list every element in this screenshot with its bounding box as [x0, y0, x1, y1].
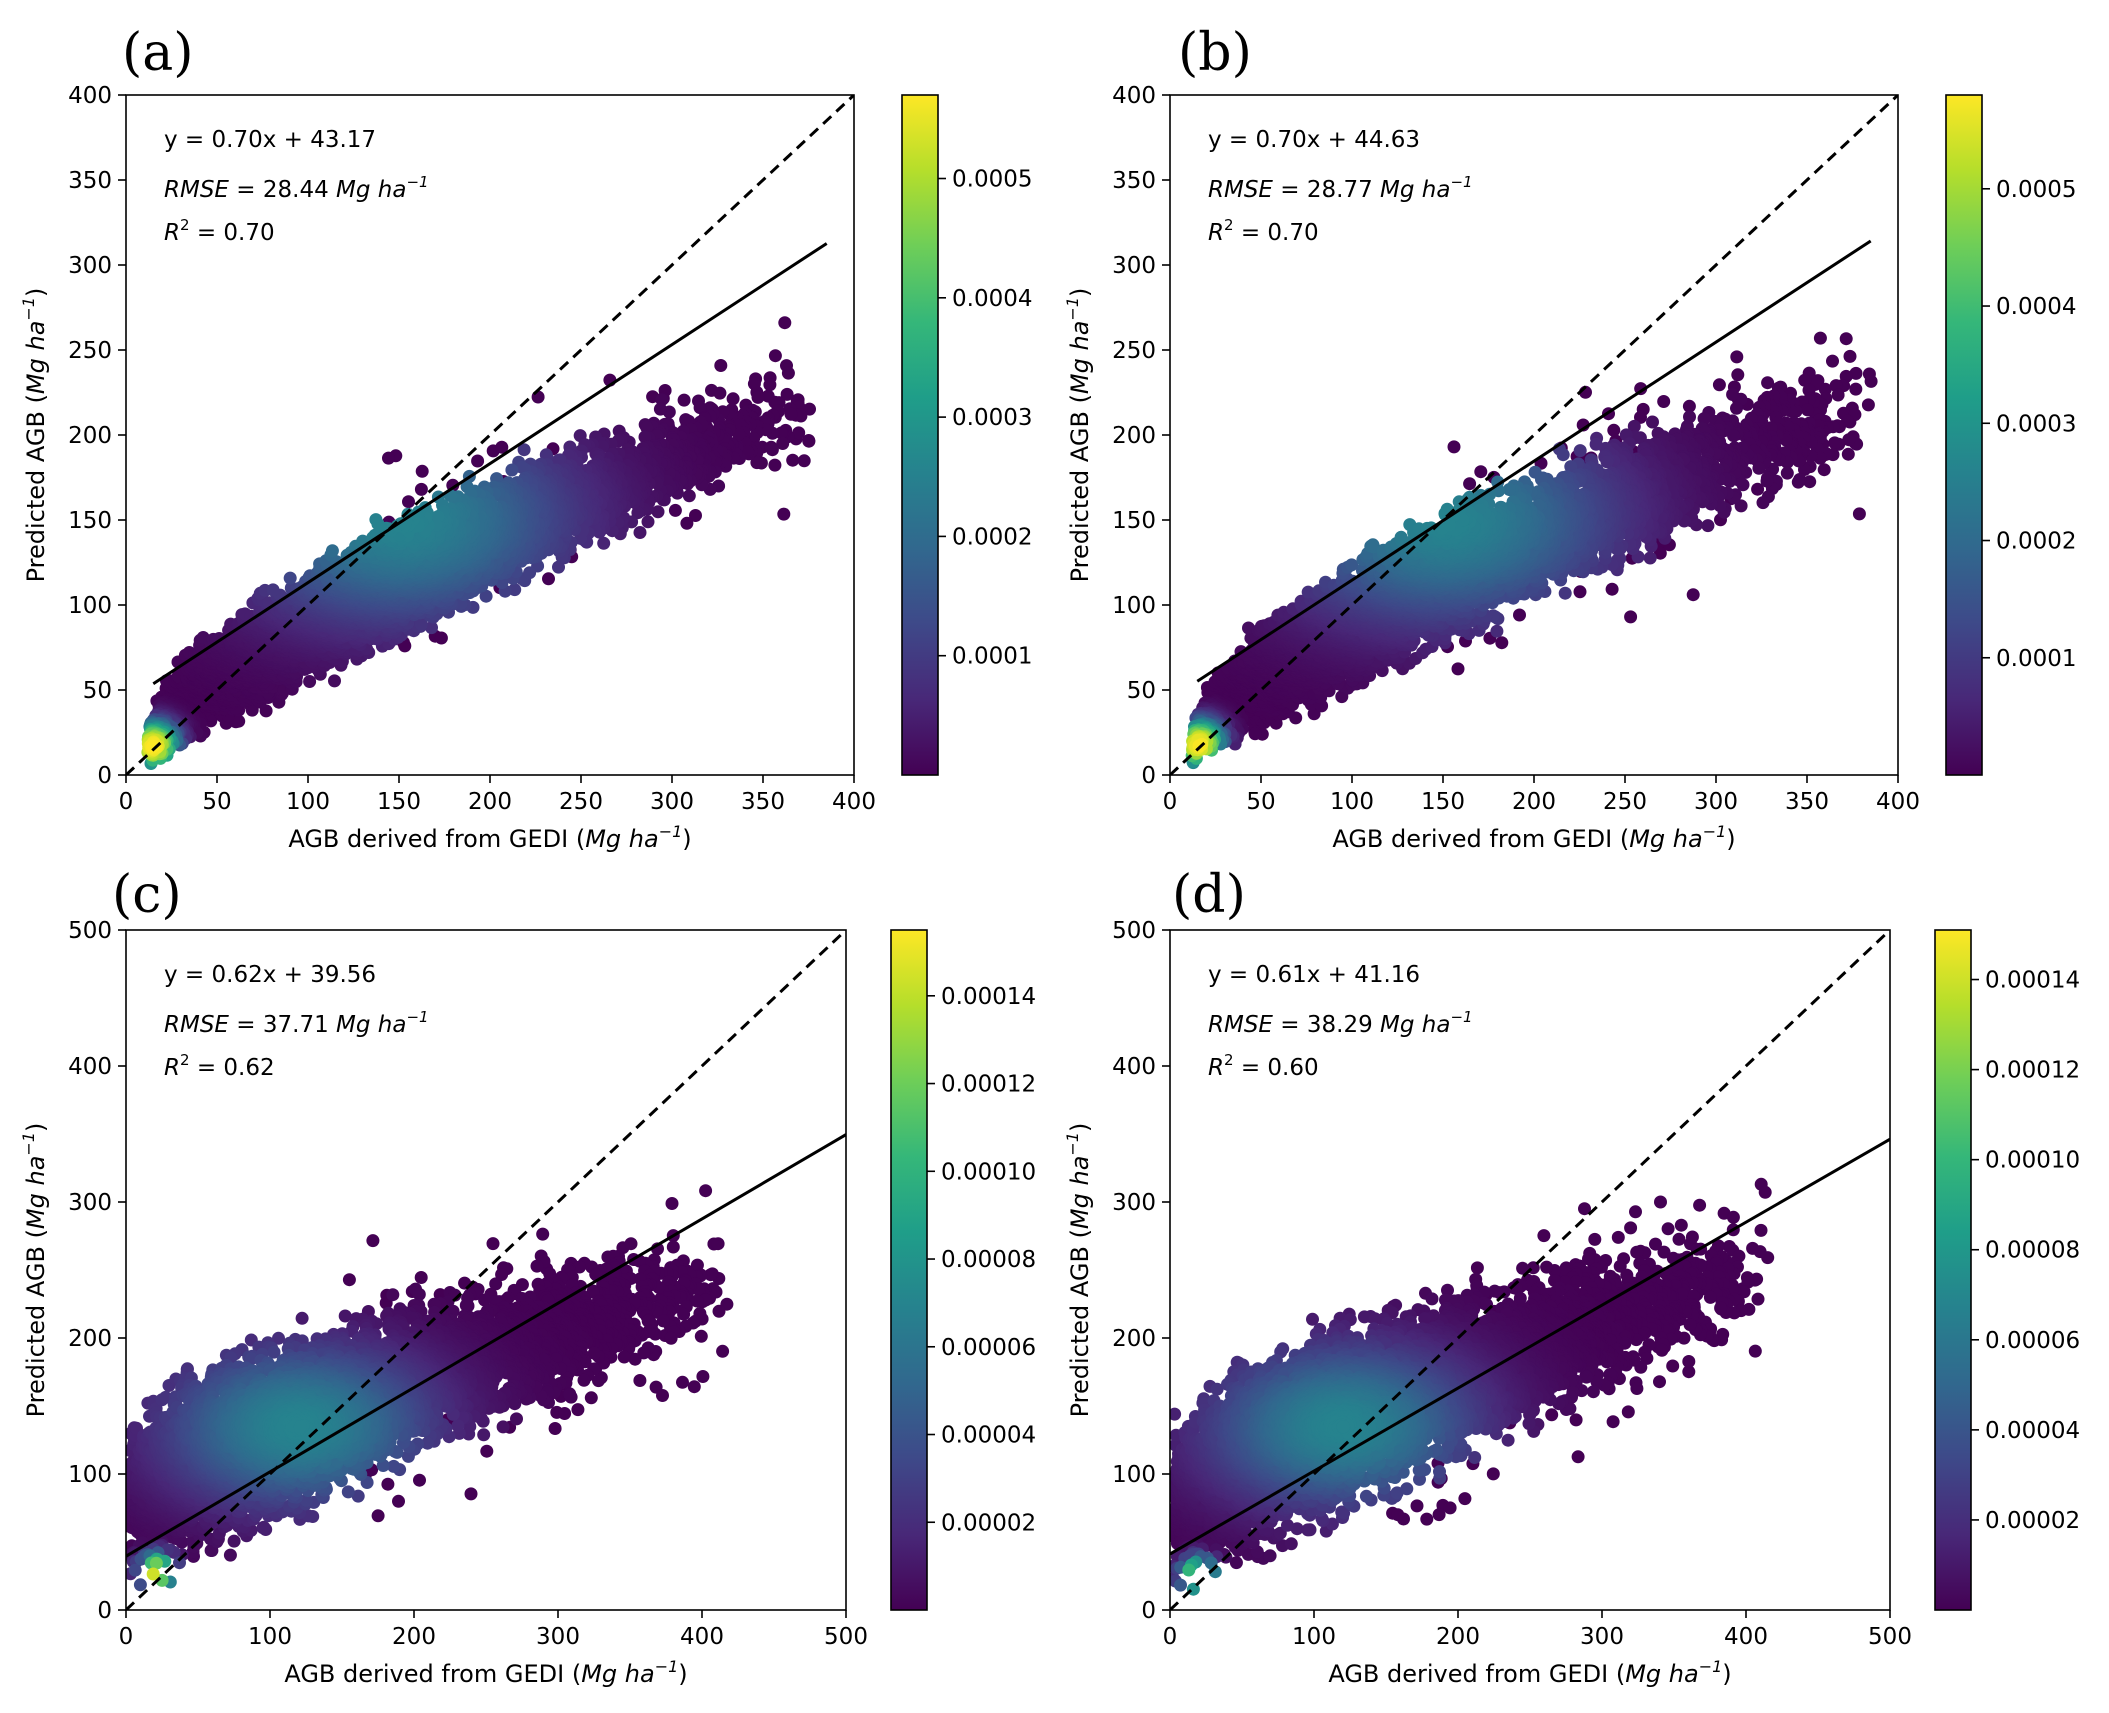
- scatter-point: [693, 401, 707, 415]
- scatter-point: [677, 393, 691, 407]
- scatter-point: [763, 378, 777, 392]
- scatter-point: [680, 516, 694, 530]
- scatter-point: [402, 495, 415, 509]
- scatter-point: [750, 456, 764, 470]
- scatter-point: [714, 359, 728, 372]
- scatter-point: [689, 509, 702, 522]
- scatter-point: [640, 420, 654, 434]
- scatter-point: [542, 572, 555, 586]
- scatter-point: [705, 383, 718, 397]
- scatter-point: [668, 503, 682, 517]
- scatter-point: [768, 458, 782, 472]
- scatter-point: [434, 631, 448, 645]
- scatter-point: [751, 390, 765, 404]
- scatter-point: [777, 507, 791, 521]
- scatter-point: [780, 387, 794, 401]
- scatter-point: [797, 454, 811, 468]
- scatter-point: [802, 434, 816, 448]
- scatter-point: [786, 453, 800, 467]
- panel-letter: (a): [122, 23, 194, 83]
- scatter-points: [141, 316, 816, 770]
- scatter-point: [382, 451, 395, 465]
- scatter-point: [495, 440, 509, 454]
- scatter-point: [726, 392, 740, 406]
- scatter-point: [653, 402, 667, 416]
- scatter-point: [765, 443, 779, 457]
- scatter-point: [471, 454, 485, 468]
- scatter-point: [768, 349, 782, 363]
- scatter-point: [784, 407, 798, 421]
- scatter-point: [792, 426, 806, 440]
- scatter-point: [414, 482, 428, 496]
- scatter-point: [638, 430, 652, 444]
- scatter-point: [232, 714, 246, 728]
- scatter-point: [778, 316, 792, 330]
- scatter-point: [776, 437, 790, 450]
- scatter-point: [747, 377, 761, 391]
- scatter-point: [303, 675, 317, 688]
- scatter-point: [781, 366, 795, 380]
- scatter-point: [761, 389, 775, 403]
- scatter-point: [328, 674, 341, 688]
- scatter-point: [682, 489, 696, 503]
- scatter-point: [415, 464, 429, 478]
